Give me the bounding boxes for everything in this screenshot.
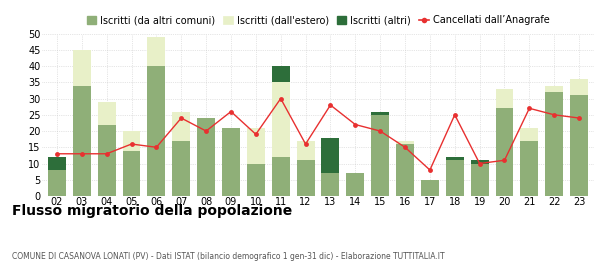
Bar [247,128,265,164]
Bar [272,157,290,196]
Text: Flusso migratorio della popolazione: Flusso migratorio della popolazione [12,204,292,218]
Bar [371,115,389,196]
Bar [73,86,91,196]
Text: COMUNE DI CASANOVA LONATI (PV) - Dati ISTAT (bilancio demografico 1 gen-31 dic) : COMUNE DI CASANOVA LONATI (PV) - Dati IS… [12,252,445,261]
Bar [272,66,290,82]
Bar [470,164,488,196]
Bar [148,37,166,66]
Bar [73,50,91,86]
Bar [296,141,314,160]
Bar [421,180,439,196]
Bar [48,157,66,170]
Bar [197,118,215,196]
Bar [520,128,538,141]
Bar [48,170,66,196]
Bar [545,86,563,92]
Bar [122,131,140,151]
Bar [122,151,140,196]
Bar [98,102,116,125]
Bar [570,95,588,196]
Bar [496,89,514,108]
Legend: Iscritti (da altri comuni), Iscritti (dall'estero), Iscritti (altri), Cancellati: Iscritti (da altri comuni), Iscritti (da… [87,15,549,25]
Bar [296,160,314,196]
Bar [396,141,414,144]
Bar [446,160,464,196]
Bar [520,141,538,196]
Bar [371,111,389,115]
Bar [322,137,340,173]
Bar [172,111,190,141]
Bar [222,128,240,196]
Bar [98,125,116,196]
Bar [496,108,514,196]
Bar [322,173,340,196]
Bar [272,82,290,157]
Bar [346,173,364,196]
Bar [247,164,265,196]
Bar [470,160,488,164]
Bar [172,141,190,196]
Bar [396,144,414,196]
Bar [570,79,588,95]
Bar [545,92,563,196]
Bar [148,66,166,196]
Bar [446,157,464,160]
